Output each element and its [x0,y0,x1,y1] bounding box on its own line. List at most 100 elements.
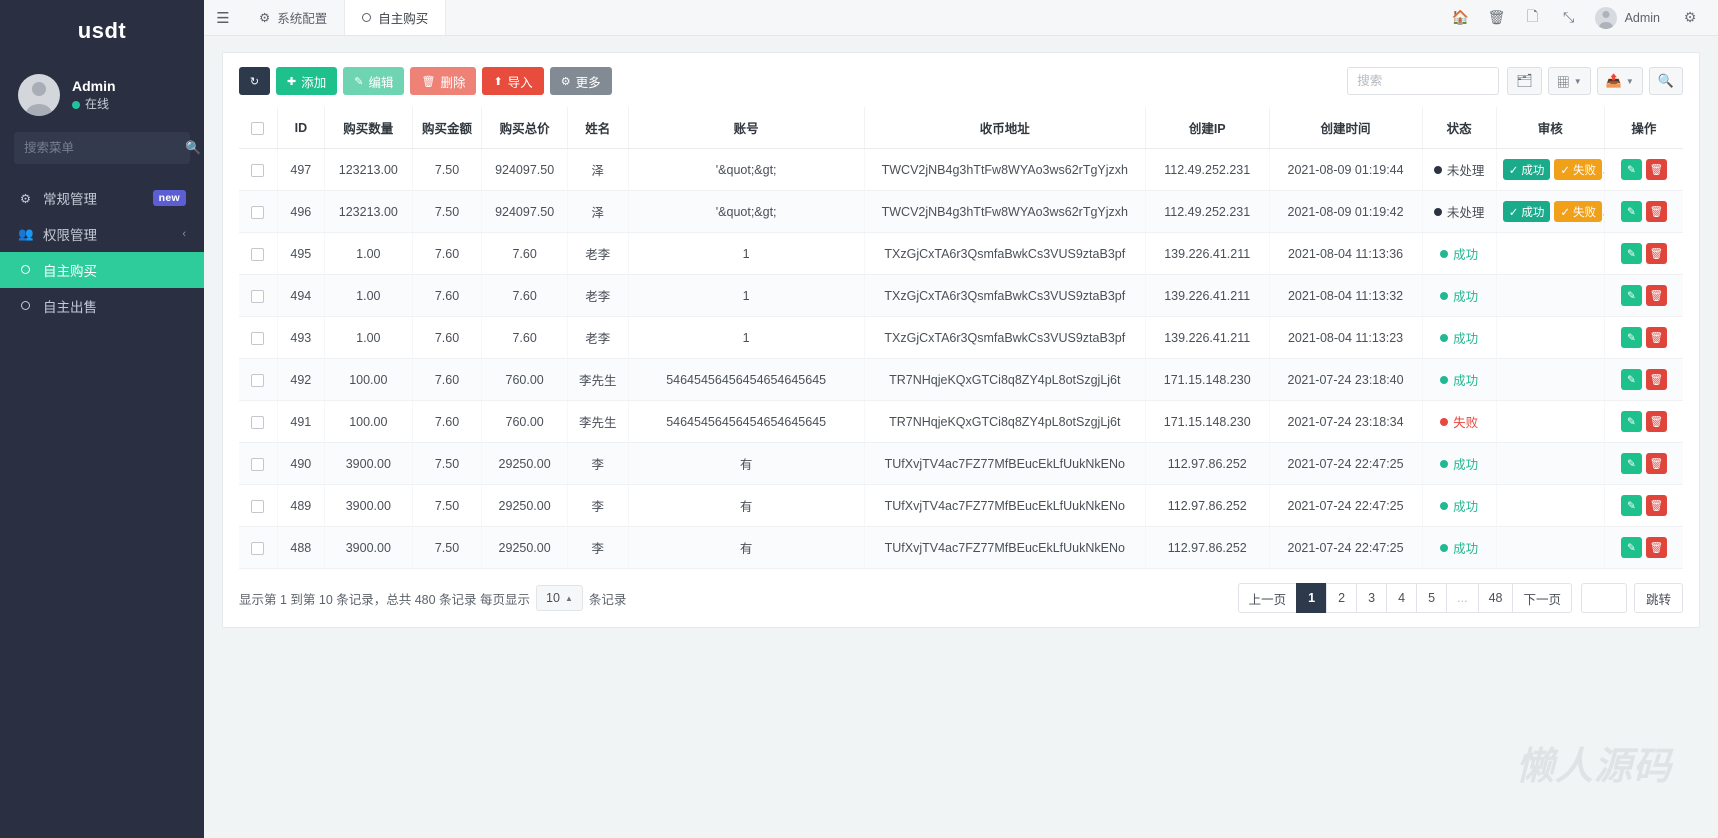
refresh-button[interactable]: ↻ [239,67,270,95]
pagination-page-48[interactable]: 48 [1477,583,1514,613]
row-delete-button[interactable]: 🗑 [1645,243,1667,264]
pagination-page-4[interactable]: 4 [1386,583,1418,613]
row-delete-button[interactable]: 🗑 [1645,285,1667,306]
row-checkbox[interactable] [251,289,265,303]
fullscreen-table-button[interactable]: 🗂 [1507,67,1542,95]
fullscreen-icon[interactable]: ⤡ [1562,9,1575,25]
row-delete-button[interactable]: 🗑 [1645,201,1667,222]
search-toggle-button[interactable]: 🔍 [1648,67,1683,95]
cell-quantity: 1.00 [324,316,413,359]
pagination-next[interactable]: 下一页 [1512,583,1572,613]
row-checkbox[interactable] [251,163,265,177]
select-all-checkbox[interactable] [251,121,265,135]
table-row[interactable]: 490 3900.00 7.50 29250.00 李有 TUfXvjTV4ac7FZ77… [239,442,1683,485]
pagination-page-1[interactable]: 1 [1296,583,1328,613]
add-button[interactable]: ✚ 添加 [276,67,338,95]
row-delete-button[interactable]: 🗑 [1645,453,1667,474]
menu-search-input[interactable] [24,141,185,155]
table-row[interactable]: 489 3900.00 7.50 29250.00 李有 TUfXvjTV4ac7FZ77… [239,484,1683,527]
sidebar-item-permissions[interactable]: 👥 权限管理 ‹ [0,216,204,252]
row-edit-button[interactable]: ✎ [1620,453,1642,474]
brand[interactable]: usdt [0,0,204,62]
row-checkbox[interactable] [251,373,265,387]
row-edit-button[interactable]: ✎ [1620,201,1642,222]
header-amount[interactable]: 购买金额 [412,107,483,149]
user-menu[interactable]: Admin [1587,6,1672,29]
cell-amount: 7.60 [412,400,483,443]
table-row[interactable]: 492 100.00 7.60 760.00 李先生 546454564564546546… [239,358,1683,401]
row-checkbox[interactable] [251,331,265,345]
sidebar-item-sell[interactable]: 自主出售 [0,288,204,324]
row-edit-button[interactable]: ✎ [1620,495,1642,516]
row-delete-button[interactable]: 🗑 [1645,495,1667,516]
delete-button[interactable]: 🗑 删除 [410,67,477,95]
row-checkbox[interactable] [251,499,265,513]
cell-ip: 112.49.252.231 [1145,190,1270,233]
jump-page-input[interactable] [1580,583,1627,613]
import-button[interactable]: ⬆ 导入 [482,67,544,95]
menu-search[interactable]: 🔍 [14,132,201,164]
audit-reject-button[interactable]: ✓ 失败 [1554,201,1603,222]
header-state[interactable]: 状态 [1422,107,1497,149]
more-button[interactable]: ⚙ 更多 [549,67,612,95]
tab-self-buy[interactable]: 自主购买 [345,0,447,35]
table-row[interactable]: 496 123213.00 7.50 924097.50 泽 '&quot;&gt; TWC… [239,190,1683,233]
search-input[interactable] [1347,67,1500,95]
header-account[interactable]: 账号 [628,107,865,149]
menu-toggle-icon[interactable]: ☰ [216,9,230,27]
row-edit-button[interactable]: ✎ [1620,285,1642,306]
row-checkbox[interactable] [251,205,265,219]
settings-cogs-icon[interactable]: ⚙ [1683,9,1697,25]
table-row[interactable]: 488 3900.00 7.50 29250.00 李有 TUfXvjTV4ac7FZ77… [239,526,1683,569]
row-edit-button[interactable]: ✎ [1620,369,1642,390]
row-checkbox[interactable] [251,541,265,555]
header-quantity[interactable]: 购买数量 [324,107,413,149]
row-delete-button[interactable]: 🗑 [1645,369,1667,390]
table-row[interactable]: 497 123213.00 7.50 924097.50 泽 '&quot;&gt; TWC… [239,148,1683,191]
table-row[interactable]: 494 1.00 7.60 7.60 老李 1 TXzGjCxTA6r3QsmfaBwkCs… [239,274,1683,317]
row-edit-button[interactable]: ✎ [1620,537,1642,558]
row-delete-button[interactable]: 🗑 [1645,159,1667,180]
row-edit-button[interactable]: ✎ [1620,159,1642,180]
header-total[interactable]: 购买总价 [481,107,568,149]
trash-icon[interactable]: 🗑 [1487,9,1506,25]
row-edit-button[interactable]: ✎ [1620,243,1642,264]
sidebar-profile[interactable]: Admin 在线 [0,62,204,132]
row-edit-button[interactable]: ✎ [1620,411,1642,432]
row-delete-button[interactable]: 🗑 [1645,411,1667,432]
row-delete-button[interactable]: 🗑 [1645,327,1667,348]
row-edit-button[interactable]: ✎ [1620,327,1642,348]
pagination-page-3[interactable]: 3 [1356,583,1388,613]
table-toolbar: ↻ ✚ 添加 ✎ 编辑 🗑 删除 [239,67,1683,95]
table-row[interactable]: 495 1.00 7.60 7.60 老李 1 TXzGjCxTA6r3QsmfaBwkCs… [239,232,1683,275]
edit-button[interactable]: ✎ 编辑 [343,67,405,95]
copy-icon[interactable]: 🗋 [1526,7,1539,24]
audit-approve-button[interactable]: ✓ 成功 [1502,159,1551,180]
tab-system-config[interactable]: ⚙ 系统配置 [242,0,346,35]
header-id[interactable]: ID [277,107,325,149]
pagination-prev[interactable]: 上一页 [1237,583,1298,613]
row-delete-button[interactable]: 🗑 [1645,537,1667,558]
header-created-time[interactable]: 创建时间 [1269,107,1423,149]
cell-audit: ✓ 成功 ✓ 失败 [1496,148,1605,191]
sidebar-item-buy[interactable]: 自主购买 [0,252,204,288]
audit-reject-button[interactable]: ✓ 失败 [1554,159,1603,180]
row-checkbox[interactable] [251,247,265,261]
home-icon[interactable]: 🏠 [1451,9,1470,25]
page-size-select[interactable]: 10 ▲ [536,585,583,611]
table-row[interactable]: 493 1.00 7.60 7.60 老李 1 TXzGjCxTA6r3QsmfaBwkCs… [239,316,1683,359]
header-address[interactable]: 收币地址 [864,107,1146,149]
column-toggle-button[interactable]: ▦ ▼ [1547,67,1591,95]
row-checkbox[interactable] [251,415,265,429]
header-name[interactable]: 姓名 [567,107,629,149]
sidebar-item-general[interactable]: ⚙ 常规管理 new [0,180,204,216]
header-ip[interactable]: 创建IP [1145,107,1270,149]
audit-approve-button[interactable]: ✓ 成功 [1502,201,1551,222]
pagination-page-5[interactable]: 5 [1416,583,1448,613]
export-button[interactable]: 📤 ▼ [1596,67,1643,95]
status-dot-icon [1440,543,1449,552]
row-checkbox[interactable] [251,457,265,471]
table-row[interactable]: 491 100.00 7.60 760.00 李先生 546454564564546546… [239,400,1683,443]
pagination-page-2[interactable]: 2 [1326,583,1358,613]
jump-button[interactable]: 跳转 [1633,583,1683,613]
